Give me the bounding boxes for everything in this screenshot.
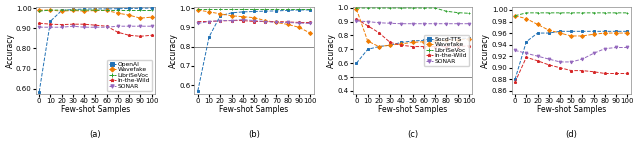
Y-axis label: Accuracy: Accuracy [327,33,336,68]
X-axis label: Few-shot Samples: Few-shot Samples [61,105,130,114]
Legend: Socd-TTS, Wavefake, LibriSeVoc, In-the-Wild, SONAR: Socd-TTS, Wavefake, LibriSeVoc, In-the-W… [424,35,469,66]
Y-axis label: Accuracy: Accuracy [481,33,490,68]
Text: (a): (a) [90,130,101,139]
X-axis label: Few-shot Samples: Few-shot Samples [220,105,289,114]
Text: (d): (d) [565,130,577,139]
Text: (c): (c) [407,130,418,139]
X-axis label: Few-shot Samples: Few-shot Samples [378,105,447,114]
Legend: OpenAI, Wavefake, LibriSeVoc, In-the-Wild, SONAR: OpenAI, Wavefake, LibriSeVoc, In-the-Wil… [107,60,152,91]
Y-axis label: Accuracy: Accuracy [6,33,15,68]
Text: (b): (b) [248,130,260,139]
Y-axis label: Accuracy: Accuracy [169,33,178,68]
X-axis label: Few-shot Samples: Few-shot Samples [536,105,606,114]
